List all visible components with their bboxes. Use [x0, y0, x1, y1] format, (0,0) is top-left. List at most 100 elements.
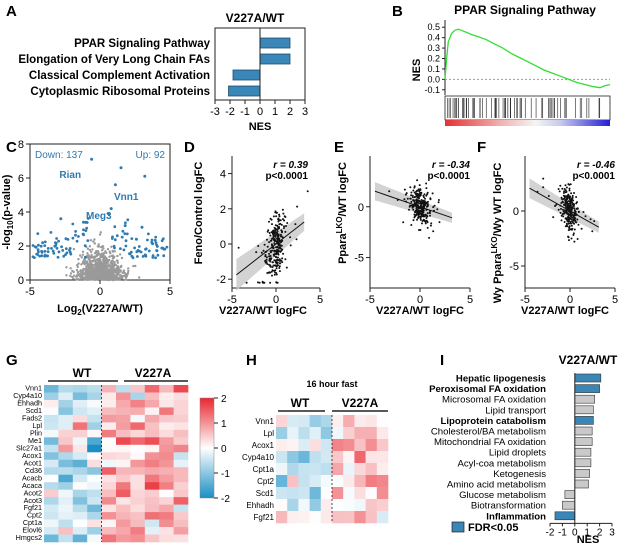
- panel-f-y-tick-label: -5: [509, 261, 519, 273]
- panel-c-point: [96, 266, 100, 269]
- panel-b-ylabel: NES: [411, 59, 423, 82]
- panel-c-point: [109, 252, 112, 255]
- panel-d-point: [280, 223, 283, 226]
- panel-d-point: [268, 220, 270, 223]
- panel-g-legend-label: -2: [221, 494, 230, 505]
- panel-c-point: [103, 255, 107, 258]
- panel-c-point: [86, 247, 90, 250]
- panel-h-gene-label: Fgf21: [254, 513, 275, 522]
- panel-c-points: [31, 157, 169, 282]
- panel-f-point: [591, 230, 594, 233]
- panel-g-cell: [101, 407, 117, 416]
- panel-c-point: [99, 271, 102, 274]
- panel-a-tick-label: -3: [210, 106, 220, 118]
- panel-c-sig-point: [59, 217, 63, 221]
- panel-c-point: [88, 248, 92, 252]
- panel-e-point: [431, 192, 434, 195]
- panel-g-cell: [173, 452, 189, 461]
- panel-g-cell: [116, 497, 131, 505]
- panel-e-point: [429, 224, 432, 227]
- panel-f-point: [563, 190, 566, 193]
- panel-c-sig-point: [64, 253, 67, 256]
- panel-e-point: [425, 202, 428, 205]
- panel-c-sig-point: [123, 224, 127, 228]
- panel-g-cell: [87, 429, 102, 438]
- panel-h-cell: [365, 427, 378, 440]
- panel-c-point: [77, 278, 80, 281]
- panel-c-sig-point: [71, 222, 75, 226]
- panel-c-point: [95, 263, 98, 266]
- panel-d-point: [274, 260, 277, 263]
- panel-e-point: [415, 201, 418, 204]
- panel-g-gene-label: Acox1: [22, 451, 42, 460]
- panel-a-category-labels: PPAR Signaling Pathway Elongation of Very…: [18, 38, 210, 98]
- panel-i-category-label: Hepatic lipogenesis: [456, 374, 546, 385]
- panel-h-cell: [343, 499, 355, 512]
- panel-f-point: [565, 186, 568, 189]
- panel-h-cell: [298, 511, 310, 524]
- panel-c-sig-point: [155, 249, 159, 253]
- panel-e-point: [437, 201, 440, 204]
- panel-g-cell: [144, 452, 160, 461]
- panel-f-point: [542, 177, 545, 180]
- panel-f-point: [573, 207, 576, 210]
- panel-c-sig-point: [68, 247, 72, 250]
- panel-e-point: [408, 208, 410, 211]
- panel-g-cell: [87, 399, 102, 408]
- panel-g-cell: [44, 429, 59, 438]
- panel-d-point: [272, 232, 275, 235]
- panel-a: A V227A/WT PPAR Signaling Pathway Elongat…: [6, 3, 308, 133]
- panel-d-point: [263, 243, 266, 246]
- panel-g-cell: [44, 467, 59, 476]
- panel-f-point: [568, 208, 571, 211]
- panel-h-cell: [354, 451, 366, 464]
- panel-h-cell: [332, 475, 344, 488]
- panel-c-point: [118, 271, 121, 274]
- panel-g-cell: [130, 429, 146, 438]
- panel-c-sig-point: [113, 183, 117, 187]
- panel-g-cell: [44, 527, 59, 535]
- panel-g-cell: [159, 497, 174, 505]
- panel-f-point: [570, 218, 573, 221]
- panel-e-point: [423, 219, 426, 222]
- panel-i-bar: [574, 426, 593, 436]
- panel-f-point: [589, 218, 592, 221]
- panel-d-point: [277, 250, 280, 253]
- panel-e-point: [403, 198, 406, 201]
- panel-c-point: [115, 276, 119, 279]
- panel-h-cell: [309, 511, 322, 524]
- panel-g-gene-label: Acot2: [24, 488, 42, 497]
- panel-i-category-label: Biotransformation: [471, 501, 546, 512]
- panel-c-point: [92, 278, 96, 281]
- panel-f-point: [564, 225, 567, 228]
- panel-g-cell: [44, 459, 59, 468]
- panel-g-cell: [130, 444, 146, 453]
- panel-d-point: [275, 267, 278, 270]
- panel-g-cell: [87, 519, 102, 528]
- panel-d-point: [278, 242, 281, 245]
- panel-g-cell: [173, 467, 189, 476]
- panel-c-sig-point: [131, 256, 135, 260]
- panel-c-point: [93, 242, 97, 245]
- panel-a-category-label: Cytoplasmic Ribosomal Proteins: [30, 86, 210, 98]
- panel-g-cell: [58, 437, 74, 446]
- panel-c-sig-point: [90, 157, 94, 161]
- panel-g-cell: [101, 527, 117, 535]
- panel-g-cell: [58, 512, 74, 520]
- panel-d-point: [280, 235, 283, 238]
- panel-d-point: [258, 281, 261, 284]
- panel-b-tick-label: 0.3: [427, 43, 440, 53]
- panel-c-sig-point: [147, 232, 150, 236]
- panel-d-point: [269, 265, 272, 268]
- panel-c-sig-point: [74, 230, 77, 233]
- panel-i-bar: [564, 490, 576, 499]
- panel-h-cell: [354, 475, 366, 488]
- panel-g-cell: [116, 534, 131, 543]
- panel-e-point: [429, 198, 432, 201]
- panel-d-point: [268, 257, 271, 260]
- panel-a-x-ticks: -3 -2 -1 0 1 2 3: [210, 100, 308, 118]
- panel-g-cell: [173, 437, 189, 446]
- panel-d-ylabel: Feno/Control logFC: [193, 162, 205, 265]
- panel-g-cell: [116, 437, 131, 446]
